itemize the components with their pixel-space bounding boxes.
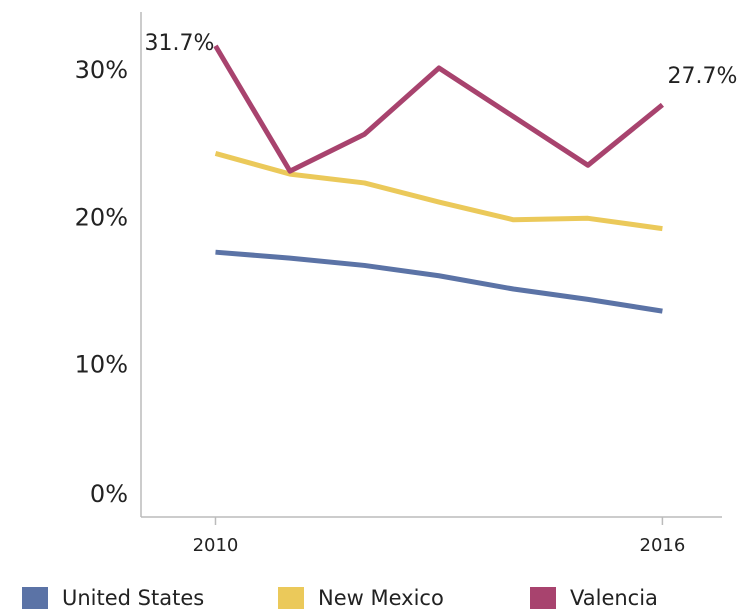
y-tick-label: 0% (90, 480, 128, 508)
legend-swatch (278, 587, 304, 609)
value-label: 31.7% (145, 31, 215, 56)
y-tick-label: 20% (75, 203, 128, 231)
legend-swatch (530, 587, 556, 609)
legend-label: United States (62, 586, 204, 610)
value-label: 27.7% (667, 64, 737, 89)
legend-label: New Mexico (318, 586, 444, 610)
series-line (214, 151, 663, 232)
series-line (215, 249, 663, 314)
y-tick-label: 10% (75, 351, 128, 379)
series-line (213, 44, 664, 174)
legend-label: Valencia (570, 586, 658, 610)
x-tick-label: 2010 (193, 535, 239, 556)
legend-swatch (22, 587, 48, 609)
x-tick-label: 2016 (640, 535, 686, 556)
y-tick-label: 30% (75, 56, 128, 84)
